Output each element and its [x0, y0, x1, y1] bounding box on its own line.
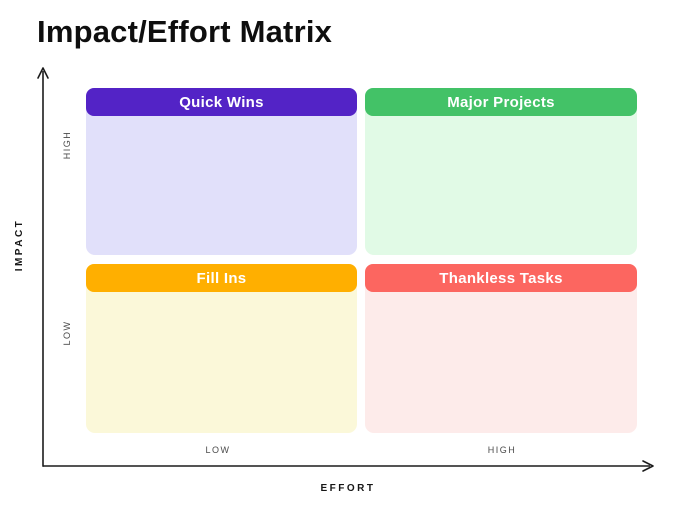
y-axis-high-label: HIGH [62, 130, 72, 160]
quadrant-fill-ins: Fill Ins [86, 264, 357, 433]
x-axis-low-label: LOW [205, 445, 231, 455]
y-axis-title: IMPACT [14, 218, 25, 272]
major-projects-area [365, 100, 637, 255]
quadrant-major-projects: Major Projects [365, 88, 637, 255]
page-title: Impact/Effort Matrix [37, 14, 333, 49]
quick-wins-label: Quick Wins [179, 93, 264, 111]
major-projects-header: Major Projects [365, 88, 637, 116]
x-axis-high-label: HIGH [487, 445, 517, 455]
fill-ins-area [86, 276, 357, 433]
x-axis-arrow-icon [642, 460, 654, 472]
quick-wins-area [86, 100, 357, 255]
thankless-tasks-label: Thankless Tasks [439, 269, 563, 287]
quadrant-quick-wins: Quick Wins [86, 88, 357, 255]
fill-ins-header: Fill Ins [86, 264, 357, 292]
quadrant-thankless-tasks: Thankless Tasks [365, 264, 637, 433]
quick-wins-header: Quick Wins [86, 88, 357, 116]
thankless-tasks-area [365, 276, 637, 433]
y-axis-low-label: LOW [62, 320, 72, 346]
fill-ins-label: Fill Ins [196, 269, 247, 287]
y-axis-arrow-icon [37, 67, 49, 79]
x-axis-title: EFFORT [320, 483, 376, 494]
thankless-tasks-header: Thankless Tasks [365, 264, 637, 292]
major-projects-label: Major Projects [447, 93, 555, 111]
